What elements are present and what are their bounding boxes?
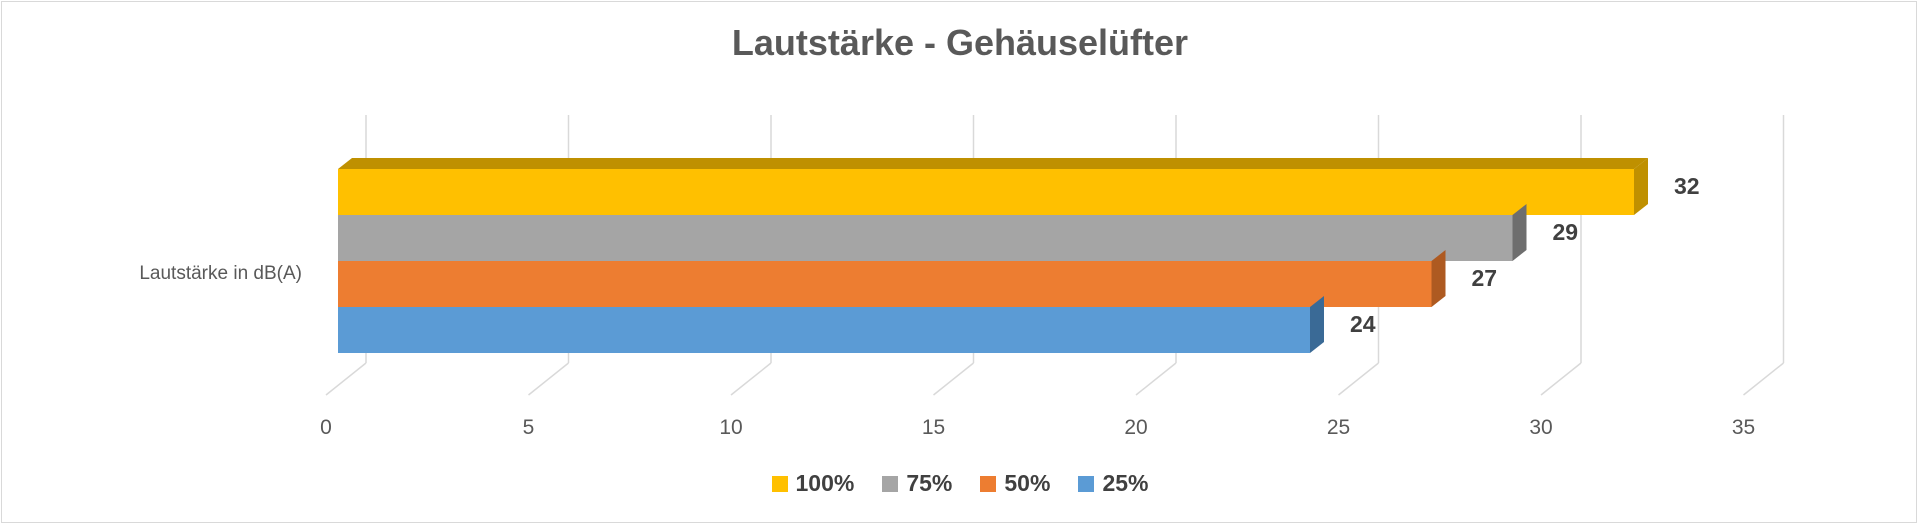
bar-100% bbox=[338, 169, 1634, 215]
gridline-floor-10 bbox=[730, 362, 772, 396]
gridline-floor-30 bbox=[1540, 362, 1582, 396]
legend-label-75: 75% bbox=[906, 470, 953, 496]
x-tick-label-0: 0 bbox=[320, 416, 332, 439]
legend-label-100: 100% bbox=[795, 470, 855, 496]
legend-swatch-75 bbox=[882, 475, 899, 492]
legend-item-75: 75% bbox=[882, 470, 952, 497]
legend-label-25: 25% bbox=[1102, 470, 1149, 496]
x-tick-label-10: 10 bbox=[719, 416, 742, 439]
legend-item-100: 100% bbox=[771, 470, 855, 497]
category-label: Lautstärke in dB(A) bbox=[139, 263, 302, 284]
chart-plot: 0 5 10 15 20 25 30 35 Lautstärke in dB(A) 32 29 27 2… bbox=[139, 115, 1785, 439]
bar-side-100% bbox=[1634, 158, 1648, 215]
gridline-floor-0 bbox=[325, 362, 367, 396]
legend-label-50: 50% bbox=[1004, 470, 1051, 496]
bar-side-25% bbox=[1310, 296, 1324, 353]
x-tick-label-35: 35 bbox=[1732, 416, 1755, 439]
legend-swatch-100 bbox=[771, 475, 788, 492]
gridline-floor-20 bbox=[1135, 362, 1177, 396]
bar-50% bbox=[338, 261, 1432, 307]
gridline-floor-25 bbox=[1338, 362, 1379, 396]
bar-25% bbox=[338, 307, 1310, 353]
chart-legend: 100% 75% 50% 25% bbox=[0, 470, 1920, 497]
legend-swatch-25 bbox=[1078, 475, 1095, 492]
gridline-floor-15 bbox=[933, 362, 974, 396]
data-label-25%: 24 bbox=[1350, 311, 1376, 337]
x-tick-label-25: 25 bbox=[1327, 416, 1350, 439]
chart-title: Lautstärke - Gehäuselüfter bbox=[731, 22, 1189, 63]
data-label-50%: 27 bbox=[1472, 265, 1498, 291]
legend-swatch-50 bbox=[980, 475, 997, 492]
x-tick-label-15: 15 bbox=[922, 416, 945, 439]
legend-item-50: 50% bbox=[980, 470, 1050, 497]
bar-top-100% bbox=[338, 158, 1648, 169]
bar-75% bbox=[338, 215, 1513, 261]
bar-side-75% bbox=[1512, 204, 1527, 261]
x-tick-label-30: 30 bbox=[1529, 416, 1552, 439]
legend-item-25: 25% bbox=[1078, 470, 1148, 497]
x-tick-label-20: 20 bbox=[1124, 416, 1147, 439]
data-label-100%: 32 bbox=[1674, 173, 1700, 199]
bar-side-50% bbox=[1431, 250, 1446, 307]
gridline-floor-5 bbox=[528, 362, 569, 396]
gridline-floor-35 bbox=[1743, 362, 1784, 396]
x-tick-label-5: 5 bbox=[523, 416, 535, 439]
data-label-75%: 29 bbox=[1553, 219, 1579, 245]
